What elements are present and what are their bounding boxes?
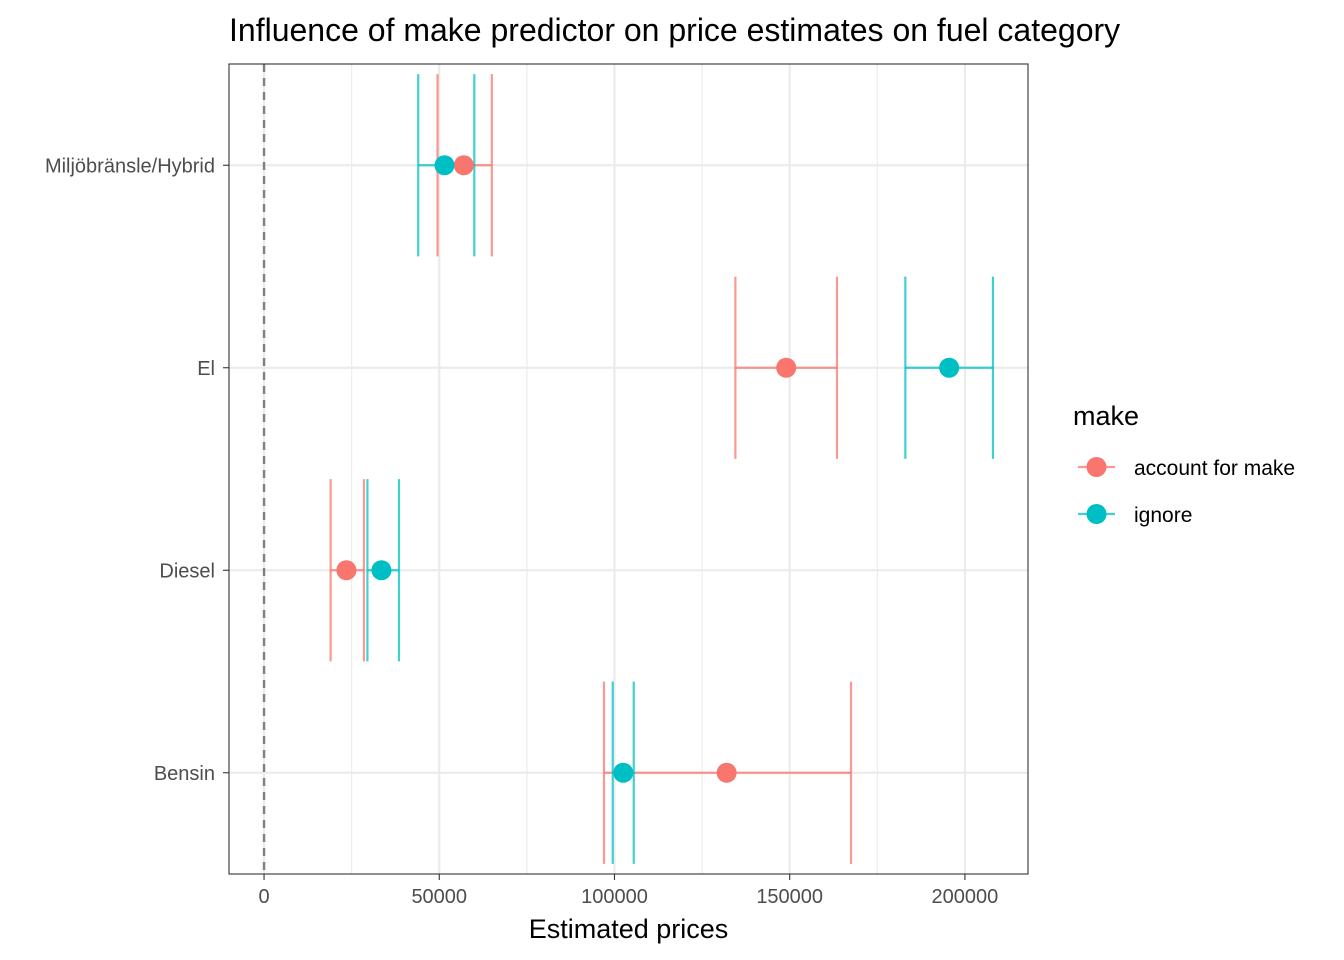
axis-layer: 0 50000 100000 150000 200000 Bensin Diesel El Mi… xyxy=(45,155,998,908)
estimate-point xyxy=(434,155,455,176)
x-axis-title: Estimated prices xyxy=(529,914,729,944)
estimate-point xyxy=(336,560,357,581)
y-tick-label: Miljöbränsle/Hybrid xyxy=(45,155,215,177)
legend: make account for make ignore xyxy=(1073,401,1295,527)
legend-item: ignore xyxy=(1078,504,1192,527)
legend-key-point xyxy=(1086,504,1107,524)
legend-label: account for make xyxy=(1134,457,1295,480)
y-tick-label: El xyxy=(197,358,215,380)
estimate-point xyxy=(613,762,634,783)
legend-key-point xyxy=(1086,457,1107,477)
plot-panel xyxy=(229,64,1028,874)
y-tick-label: Diesel xyxy=(159,560,215,582)
estimate-point xyxy=(939,357,960,378)
estimate-point xyxy=(776,357,797,378)
x-tick-label: 100000 xyxy=(581,886,648,908)
x-tick-label: 50000 xyxy=(411,886,467,908)
estimate-point xyxy=(453,155,474,176)
legend-items: account for make ignore xyxy=(1078,457,1295,527)
chart-title: Influence of make predictor on price est… xyxy=(229,12,1120,48)
legend-label: ignore xyxy=(1134,504,1192,527)
plot-border xyxy=(228,63,1029,875)
legend-title: make xyxy=(1073,401,1139,431)
x-tick-label: 150000 xyxy=(756,886,823,908)
x-tick-label: 200000 xyxy=(932,886,999,908)
estimate-point xyxy=(371,560,392,581)
estimate-point xyxy=(716,762,737,783)
legend-item: account for make xyxy=(1078,457,1295,480)
x-tick-label: 0 xyxy=(258,886,269,908)
data-layer xyxy=(329,74,995,864)
y-tick-label: Bensin xyxy=(154,763,215,785)
